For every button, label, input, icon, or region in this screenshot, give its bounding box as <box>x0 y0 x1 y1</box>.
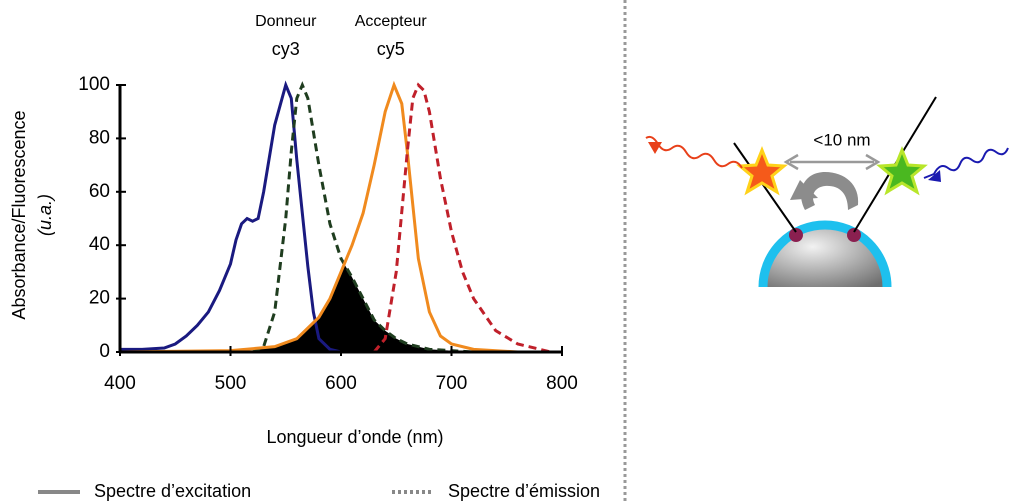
y-tick-label: 20 <box>89 288 110 309</box>
distance-label: <10 nm <box>813 130 870 149</box>
y-tick-label: 0 <box>99 341 110 362</box>
overlap-area <box>252 264 474 352</box>
transfer-arrow <box>801 172 859 210</box>
y-tick-label: 60 <box>89 181 110 202</box>
x-axis-label: Longueur d’onde (nm) <box>266 427 443 447</box>
x-tick-label: 600 <box>325 373 357 394</box>
acceptor-star <box>876 145 928 196</box>
x-tick-label: 500 <box>215 373 247 394</box>
excitation-wave <box>923 147 1009 179</box>
y-tick-label: 100 <box>78 74 110 95</box>
series-line <box>119 80 518 354</box>
x-tick-label: 800 <box>546 373 578 394</box>
series-line <box>251 81 474 354</box>
linker <box>733 142 797 233</box>
emission-wave <box>645 135 743 169</box>
transfer-arrow-head <box>790 180 818 200</box>
excitation-arrow-head <box>928 170 941 182</box>
emission-arrow-head <box>648 142 662 154</box>
series-line <box>120 80 342 354</box>
fret-diagram: <10 nm <box>645 96 1009 288</box>
legend-label: Spectre d’excitation <box>94 481 251 501</box>
y-axis-label: Absorbance/Fluorescence <box>9 110 29 319</box>
legend-label: Spectre d’émission <box>448 481 600 501</box>
y-tick-label: 40 <box>89 234 110 255</box>
y-tick-label: 80 <box>89 127 110 148</box>
peak-label: cy5 <box>377 39 405 59</box>
x-tick-label: 700 <box>436 373 468 394</box>
anchor <box>789 228 803 242</box>
peak-label: cy3 <box>272 39 300 59</box>
particle <box>763 225 887 287</box>
x-tick-label: 400 <box>104 373 136 394</box>
peak-label: Accepteur <box>355 13 428 30</box>
y-axis-label: (u.a.) <box>35 194 55 236</box>
series-line <box>372 82 552 354</box>
peak-label: Donneur <box>255 13 317 30</box>
distance-arrow-heads <box>783 153 881 171</box>
particle-rim <box>758 220 892 288</box>
donor-star <box>736 145 788 196</box>
anchor <box>847 228 861 242</box>
